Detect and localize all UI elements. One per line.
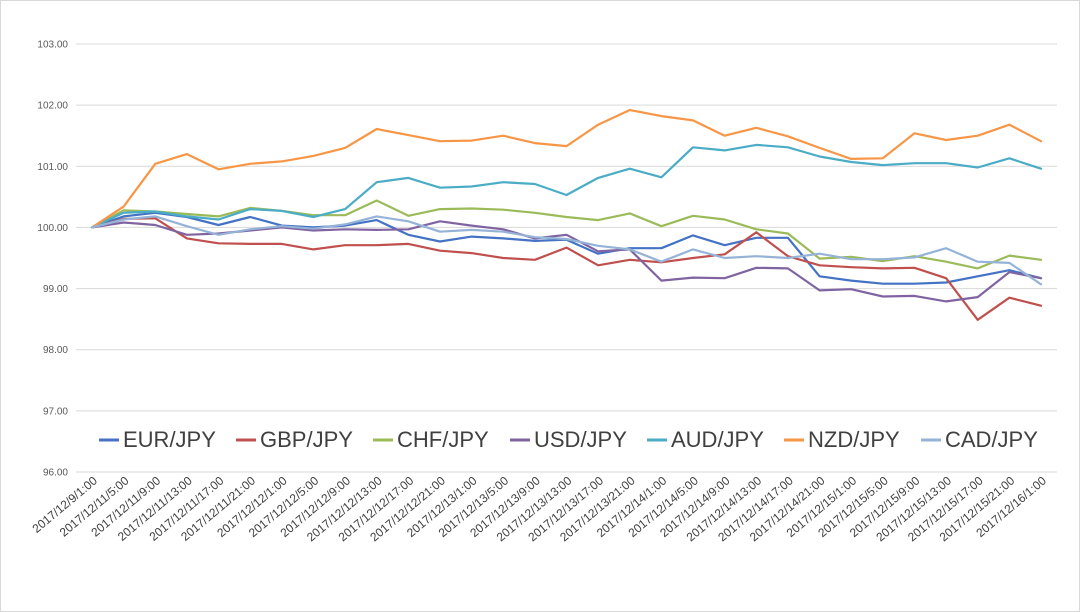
series-lines [90, 108, 1043, 321]
legend-label: NZD/JPY [808, 427, 900, 452]
series-line-chf-jpy [90, 199, 1043, 270]
legend-label: CAD/JPY [945, 427, 1038, 452]
legend-item: AUD/JPY [647, 427, 764, 452]
series-line-usd-jpy [90, 220, 1043, 303]
y-tick-label: 100.00 [37, 223, 68, 234]
y-tick-label: 102.00 [37, 101, 68, 112]
y-axis: 96.00 97.00 98.00 99.00 100.00 101.00 102.00 10… [37, 40, 68, 479]
legend-label: CHF/JPY [397, 427, 489, 452]
series-line-cad-jpy [90, 215, 1043, 286]
legend-item: CHF/JPY [373, 427, 489, 452]
legend-label: USD/JPY [534, 427, 627, 452]
legend-label: GBP/JPY [260, 427, 353, 452]
legend-label: AUD/JPY [671, 427, 764, 452]
legend-item: GBP/JPY [236, 427, 353, 452]
legend-label: EUR/JPY [123, 427, 216, 452]
series-line-gbp-jpy [90, 217, 1043, 321]
y-tick-label: 101.00 [37, 162, 68, 173]
series-line-nzd-jpy [90, 108, 1043, 229]
legend: EUR/JPY GBP/JPY CHF/JPY USD/JPY AUD/JPY NZD/J… [99, 427, 1038, 452]
legend-item: EUR/JPY [99, 427, 216, 452]
y-tick-label: 99.00 [43, 284, 68, 295]
y-tick-label: 103.00 [37, 40, 68, 51]
legend-item: CAD/JPY [921, 427, 1038, 452]
x-axis: 2017/12/9/1:002017/12/11/5:002017/12/11/… [30, 473, 1050, 544]
legend-item: NZD/JPY [784, 427, 900, 452]
series-line-aud-jpy [90, 143, 1043, 229]
legend-item: USD/JPY [510, 427, 627, 452]
y-tick-label: 97.00 [43, 406, 68, 417]
y-tick-label: 98.00 [43, 345, 68, 356]
y-tick-label: 96.00 [43, 468, 68, 479]
